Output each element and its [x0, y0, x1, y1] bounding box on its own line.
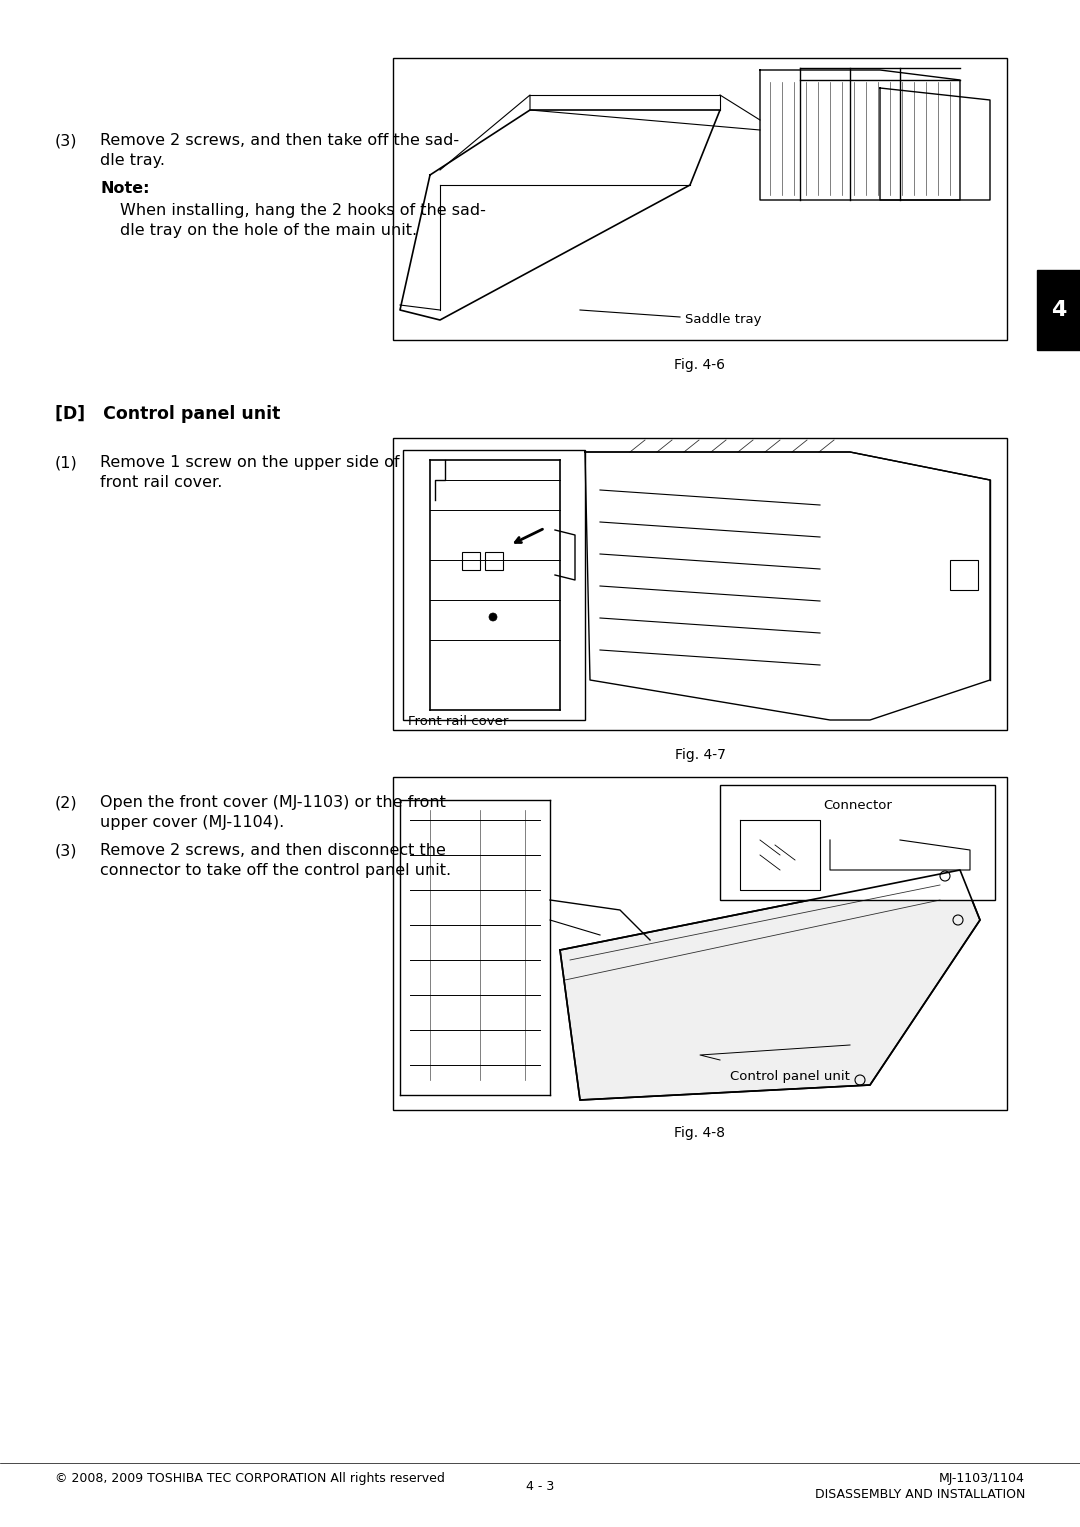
Text: DISASSEMBLY AND INSTALLATION: DISASSEMBLY AND INSTALLATION [814, 1487, 1025, 1501]
Bar [393, 438, 1007, 730]
Text: Fig. 4-6: Fig. 4-6 [675, 357, 726, 373]
Text: When installing, hang the 2 hooks of the sad-: When installing, hang the 2 hooks of the… [120, 203, 486, 218]
Polygon shape [561, 870, 980, 1099]
Bar [485, 551, 503, 570]
Text: connector to take off the control panel unit.: connector to take off the control panel … [100, 863, 451, 878]
Text: © 2008, 2009 TOSHIBA TEC CORPORATION All rights reserved: © 2008, 2009 TOSHIBA TEC CORPORATION All… [55, 1472, 445, 1484]
Text: Saddle tray: Saddle tray [685, 313, 761, 327]
Circle shape [420, 322, 426, 328]
Bar [1037, 270, 1080, 350]
Bar [450, 211, 480, 231]
Text: (3): (3) [55, 843, 78, 858]
Text: dle tray.: dle tray. [100, 153, 165, 168]
Text: [D]   Control panel unit: [D] Control panel unit [55, 405, 281, 423]
Text: MJ-1103/1104: MJ-1103/1104 [940, 1472, 1025, 1484]
Text: Remove 1 screw on the upper side of the: Remove 1 screw on the upper side of the [100, 455, 431, 470]
Text: Control panel unit: Control panel unit [730, 1070, 850, 1083]
Circle shape [489, 612, 497, 621]
Text: Fig. 4-8: Fig. 4-8 [675, 1125, 726, 1141]
Bar [950, 560, 978, 589]
Text: Note:: Note: [100, 182, 149, 195]
Text: Open the front cover (MJ-1103) or the front: Open the front cover (MJ-1103) or the fr… [100, 796, 446, 809]
Bar [393, 58, 1007, 341]
Text: (3): (3) [55, 133, 78, 148]
Text: Connector: Connector [823, 799, 892, 812]
Circle shape [411, 296, 418, 302]
Bar [462, 551, 480, 570]
Text: Front rail cover: Front rail cover [408, 715, 509, 728]
Bar [393, 777, 1007, 1110]
Text: Remove 2 screws, and then disconnect the: Remove 2 screws, and then disconnect the [100, 843, 446, 858]
Text: (1): (1) [55, 455, 78, 470]
Text: dle tray on the hole of the main unit.: dle tray on the hole of the main unit. [120, 223, 417, 238]
Text: 4: 4 [1051, 299, 1066, 321]
Text: Remove 2 screws, and then take off the sad-: Remove 2 screws, and then take off the s… [100, 133, 459, 148]
Bar [450, 247, 480, 266]
Bar [403, 450, 585, 721]
Text: (2): (2) [55, 796, 78, 809]
Text: Fig. 4-7: Fig. 4-7 [675, 748, 726, 762]
Text: 4 - 3: 4 - 3 [526, 1480, 554, 1493]
Text: upper cover (MJ-1104).: upper cover (MJ-1104). [100, 815, 284, 831]
Bar [720, 785, 995, 899]
Text: front rail cover.: front rail cover. [100, 475, 222, 490]
